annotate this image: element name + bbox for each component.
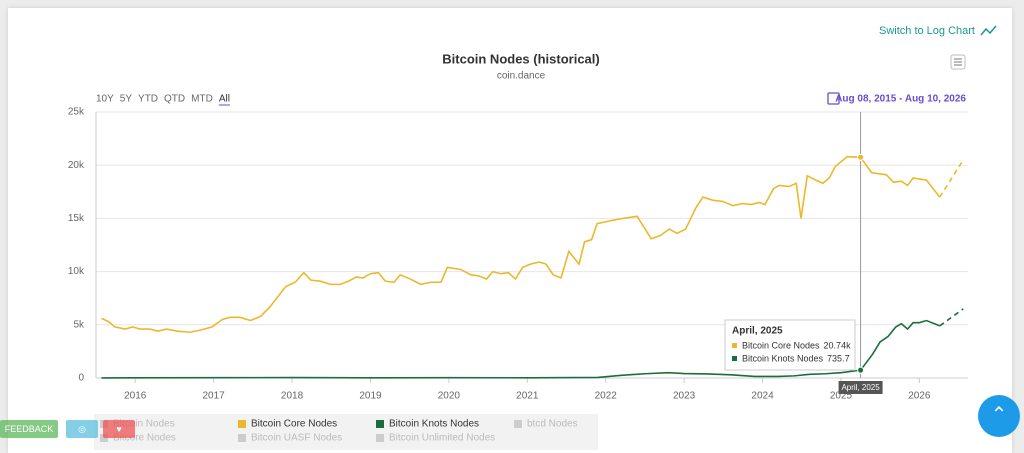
y-tick-label: 25k [68, 107, 85, 118]
x-tick-label: 2017 [203, 391, 226, 402]
x-tick-label: 2018 [281, 391, 304, 402]
legend-swatch [376, 434, 384, 442]
range-button[interactable]: 10Y [96, 94, 114, 105]
x-tick-label: 2026 [908, 391, 931, 402]
range-button[interactable]: All [219, 94, 230, 105]
x-tick-label: 2020 [438, 391, 461, 402]
menu-icon [954, 58, 962, 66]
legend-item[interactable]: Bitcore Nodes [113, 433, 176, 444]
legend-item[interactable]: Bitcoin Core Nodes [251, 419, 337, 430]
tooltip-value: 20.74k [824, 340, 852, 350]
series-line [101, 319, 941, 379]
legend-item[interactable]: Bitcoin UASF Nodes [251, 433, 342, 444]
hover-point [857, 153, 865, 161]
tooltip-name: Bitcoin Core Nodes [742, 340, 820, 350]
calendar-icon [827, 92, 840, 105]
crosshair-label-bg [838, 381, 883, 394]
range-button[interactable]: 5Y [120, 94, 133, 105]
projection-line [939, 159, 964, 198]
legend-swatch [100, 434, 108, 442]
projection-line [939, 308, 964, 327]
x-tick-label: 2019 [359, 391, 382, 402]
tooltip-swatch [732, 356, 737, 361]
log-icon [980, 25, 997, 36]
x-tick-label: 2025 [830, 391, 853, 402]
crosshair-label: April, 2025 [841, 383, 880, 392]
log-switch[interactable]: Switch to Log Chart [879, 25, 975, 37]
hover-point [857, 366, 865, 374]
y-tick-label: 10k [68, 266, 85, 277]
legend-item[interactable]: Bitcoin Unlimited Nodes [389, 433, 495, 444]
series-line [101, 155, 941, 334]
x-tick-label: 2023 [673, 391, 696, 402]
tooltip [724, 319, 856, 371]
tooltip-value: 735.7 [827, 353, 850, 363]
legend-swatch [238, 420, 246, 428]
legend-item[interactable]: Bitcoin Nodes [113, 419, 175, 430]
x-tick-label: 2016 [124, 391, 147, 402]
legend-swatch [514, 420, 522, 428]
x-tick-label: 2022 [595, 391, 618, 402]
legend-item[interactable]: btcd Nodes [527, 419, 578, 430]
y-tick-label: 0 [78, 373, 84, 384]
range-button[interactable]: QTD [164, 94, 185, 105]
y-tick-label: 15k [68, 213, 85, 224]
tooltip-name: Bitcoin Knots Nodes [742, 353, 824, 363]
chart-title: Bitcoin Nodes (historical) [442, 51, 599, 66]
range-button[interactable]: MTD [191, 94, 213, 105]
legend-swatch [238, 434, 246, 442]
card [8, 8, 1012, 453]
tooltip-swatch [732, 343, 737, 348]
y-tick-label: 20k [68, 160, 85, 171]
x-tick-label: 2024 [751, 391, 774, 402]
legend-item[interactable]: Bitcoin Knots Nodes [389, 419, 479, 430]
tooltip-title: April, 2025 [732, 326, 783, 337]
like-button[interactable]: ♥ [103, 420, 135, 438]
legend-swatch [376, 420, 384, 428]
date-range[interactable]: Aug 08, 2015 - Aug 10, 2026 [835, 94, 966, 105]
y-tick-label: 5k [73, 319, 85, 330]
range-button[interactable]: YTD [138, 94, 158, 105]
chart-subtitle: coin.dance [497, 71, 546, 82]
scroll-top[interactable]: ⌃ [978, 395, 1020, 437]
share-button[interactable]: ◎ [66, 420, 98, 438]
x-tick-label: 2021 [516, 391, 539, 402]
feedback-button[interactable]: FEEDBACK [0, 420, 58, 438]
